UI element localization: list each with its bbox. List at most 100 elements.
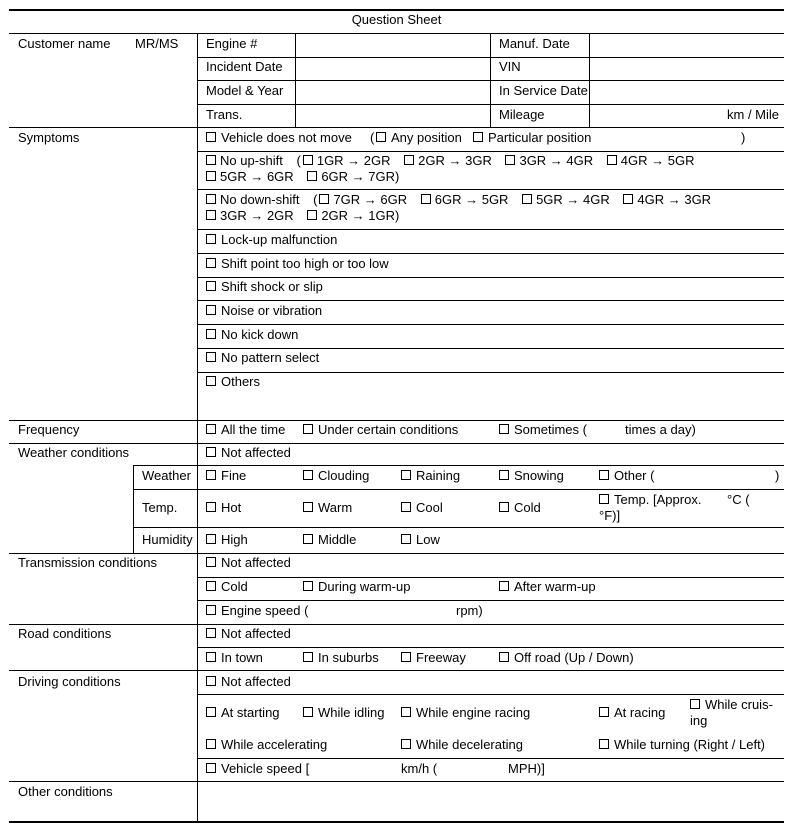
checkbox-icon[interactable] xyxy=(401,502,411,512)
downshift-2-1[interactable]: 2GR → 1GR) xyxy=(307,208,399,223)
checkbox-icon[interactable] xyxy=(206,194,216,204)
option-trans-not-affected[interactable]: Not affected xyxy=(206,555,291,571)
checkbox-icon[interactable] xyxy=(303,534,313,544)
option-in-suburbs[interactable]: In suburbs xyxy=(303,650,379,666)
option-middle[interactable]: Middle xyxy=(303,532,356,548)
checkbox-icon[interactable] xyxy=(404,155,415,165)
option-no-kick-down[interactable]: No kick down xyxy=(206,327,298,343)
checkbox-icon[interactable] xyxy=(206,470,216,480)
checkbox-icon[interactable] xyxy=(206,557,216,567)
checkbox-icon[interactable] xyxy=(302,155,313,165)
checkbox-icon[interactable] xyxy=(303,581,313,591)
checkbox-icon[interactable] xyxy=(376,132,386,142)
checkbox-icon[interactable] xyxy=(499,652,509,662)
option-raining[interactable]: Raining xyxy=(401,468,460,484)
option-while-idling[interactable]: While idling xyxy=(303,705,384,721)
downshift-5-4[interactable]: 5GR → 4GR xyxy=(522,192,610,207)
checkbox-icon[interactable] xyxy=(206,258,216,268)
option-off-road[interactable]: Off road (Up / Down) xyxy=(499,650,634,666)
option-accelerating[interactable]: While accelerating xyxy=(206,737,327,753)
option-road-not-affected[interactable]: Not affected xyxy=(206,626,291,642)
checkbox-icon[interactable] xyxy=(206,676,216,686)
option-all-the-time[interactable]: All the time xyxy=(206,422,285,438)
checkbox-icon[interactable] xyxy=(401,707,411,717)
checkbox-icon[interactable] xyxy=(599,707,609,717)
checkbox-icon[interactable] xyxy=(303,502,313,512)
option-in-town[interactable]: In town xyxy=(206,650,263,666)
upshift-5-6[interactable]: 5GR → 6GR xyxy=(206,169,294,184)
option-snowing[interactable]: Snowing xyxy=(499,468,564,484)
checkbox-icon[interactable] xyxy=(206,171,216,181)
downshift-3-2[interactable]: 3GR → 2GR xyxy=(206,208,294,223)
option-at-racing[interactable]: At racing xyxy=(599,705,665,721)
option-noise[interactable]: Noise or vibration xyxy=(206,303,322,319)
option-no-downshift[interactable]: No down-shift xyxy=(206,192,299,207)
option-fine[interactable]: Fine xyxy=(206,468,246,484)
checkbox-icon[interactable] xyxy=(206,329,216,339)
option-particular-position[interactable]: Particular position xyxy=(473,130,591,146)
checkbox-icon[interactable] xyxy=(623,194,634,204)
checkbox-icon[interactable] xyxy=(206,763,216,773)
option-cold[interactable]: Cold xyxy=(499,500,541,516)
checkbox-icon[interactable] xyxy=(206,707,216,717)
checkbox-icon[interactable] xyxy=(206,155,216,165)
downshift-4-3[interactable]: 4GR → 3GR xyxy=(623,192,711,207)
option-clouding[interactable]: Clouding xyxy=(303,468,369,484)
checkbox-icon[interactable] xyxy=(206,581,216,591)
downshift-6-5[interactable]: 6GR → 5GR xyxy=(420,192,508,207)
checkbox-icon[interactable] xyxy=(599,470,609,480)
option-shift-point[interactable]: Shift point too high or too low xyxy=(206,256,389,272)
checkbox-icon[interactable] xyxy=(307,210,318,220)
checkbox-icon[interactable] xyxy=(307,171,318,181)
checkbox-icon[interactable] xyxy=(303,424,313,434)
checkbox-icon[interactable] xyxy=(420,194,431,204)
option-others[interactable]: Others xyxy=(206,374,260,390)
checkbox-icon[interactable] xyxy=(401,470,411,480)
checkbox-icon[interactable] xyxy=(303,470,313,480)
checkbox-icon[interactable] xyxy=(206,502,216,512)
option-no-pattern-select[interactable]: No pattern select xyxy=(206,350,319,366)
option-warm[interactable]: Warm xyxy=(303,500,352,516)
option-trans-cold[interactable]: Cold xyxy=(206,579,248,595)
checkbox-icon[interactable] xyxy=(499,424,509,434)
option-vehicle-not-move[interactable]: Vehicle does not move xyxy=(206,130,352,146)
checkbox-icon[interactable] xyxy=(499,470,509,480)
option-driving-not-affected[interactable]: Not affected xyxy=(206,674,291,690)
checkbox-icon[interactable] xyxy=(206,652,216,662)
upshift-2-3[interactable]: 2GR → 3GR xyxy=(404,153,492,168)
option-freeway[interactable]: Freeway xyxy=(401,650,466,666)
checkbox-icon[interactable] xyxy=(206,305,216,315)
option-any-position[interactable]: Any position xyxy=(376,130,462,146)
downshift-7-6[interactable]: 7GR → 6GR xyxy=(319,192,407,207)
checkbox-icon[interactable] xyxy=(401,739,411,749)
checkbox-icon[interactable] xyxy=(206,376,216,386)
checkbox-icon[interactable] xyxy=(401,652,411,662)
option-no-upshift[interactable]: No up-shift xyxy=(206,153,283,168)
option-engine-speed[interactable]: Engine speed ( xyxy=(206,603,308,619)
checkbox-icon[interactable] xyxy=(206,234,216,244)
option-lockup[interactable]: Lock-up malfunction xyxy=(206,232,337,248)
checkbox-icon[interactable] xyxy=(206,605,216,615)
option-engine-racing[interactable]: While engine racing xyxy=(401,705,530,721)
checkbox-icon[interactable] xyxy=(690,699,700,709)
option-while-cruising[interactable]: While cruis- xyxy=(690,697,773,713)
option-after-warm-up[interactable]: After warm-up xyxy=(499,579,596,595)
option-temp-approx[interactable]: Temp. [Approx. xyxy=(599,492,701,508)
upshift-6-7[interactable]: 6GR → 7GR) xyxy=(307,169,399,184)
checkbox-icon[interactable] xyxy=(319,194,330,204)
upshift-4-5[interactable]: 4GR → 5GR xyxy=(606,153,694,168)
checkbox-icon[interactable] xyxy=(499,502,509,512)
checkbox-icon[interactable] xyxy=(599,739,609,749)
option-at-starting[interactable]: At starting xyxy=(206,705,280,721)
checkbox-icon[interactable] xyxy=(206,447,216,457)
option-turning[interactable]: While turning (Right / Left) xyxy=(599,737,765,753)
checkbox-icon[interactable] xyxy=(206,424,216,434)
checkbox-icon[interactable] xyxy=(303,652,313,662)
option-certain-conditions[interactable]: Under certain conditions xyxy=(303,422,458,438)
checkbox-icon[interactable] xyxy=(505,155,516,165)
checkbox-icon[interactable] xyxy=(206,628,216,638)
option-high[interactable]: High xyxy=(206,532,248,548)
checkbox-icon[interactable] xyxy=(206,281,216,291)
option-sometimes[interactable]: Sometimes ( xyxy=(499,422,587,438)
checkbox-icon[interactable] xyxy=(401,534,411,544)
